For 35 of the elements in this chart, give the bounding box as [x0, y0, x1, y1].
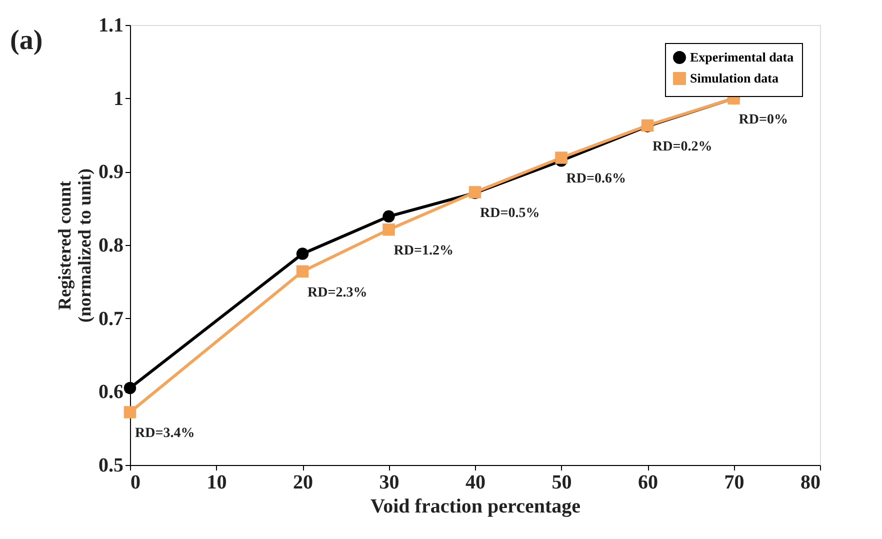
annotation: RD=0.5% [480, 206, 540, 222]
x-tick-label: 30 [379, 472, 400, 494]
annotation: RD=0.6% [566, 172, 626, 187]
legend-label: Experimental data [690, 50, 794, 64]
point [124, 406, 136, 418]
annotation: RD=1.2% [394, 244, 454, 259]
y-tick-label: 0.9 [98, 161, 124, 184]
y-tick-label: 0.7 [98, 308, 124, 330]
chart-title: (a) [10, 25, 43, 56]
x-tick-label: 50 [552, 472, 572, 494]
x-axis-title: Void fraction percentage [370, 496, 581, 518]
annotation: RD=0.2% [652, 139, 712, 154]
point [124, 382, 136, 394]
x-tick-label: 60 [638, 472, 658, 494]
x-tick-label: 80 [800, 472, 820, 494]
point [382, 223, 395, 236]
y-axis-title: Registered count (normalized to unit) [54, 168, 94, 322]
annotation: RD=0% [738, 112, 788, 128]
point [296, 248, 309, 260]
y-tick-label: 1 [114, 88, 124, 110]
y-tick-label: 0.5 [98, 454, 124, 476]
x-tick-label: 10 [206, 472, 227, 494]
x-tick-label: 40 [466, 472, 486, 494]
x-tick-label: 20 [293, 472, 313, 494]
x-tick-label: 0 [130, 472, 140, 494]
x-tick-label: 70 [724, 472, 744, 494]
y-tick-label: 1.1 [98, 14, 124, 36]
annotation: RD=2.3% [308, 285, 368, 300]
point [555, 152, 568, 164]
point [296, 265, 309, 278]
y-tick-label: 0.8 [98, 234, 124, 256]
legend-label: Simulation data [690, 70, 779, 86]
y-tick-label: 0.6 [98, 381, 124, 404]
annotation: RD=3.4% [135, 426, 195, 442]
point [382, 210, 395, 223]
